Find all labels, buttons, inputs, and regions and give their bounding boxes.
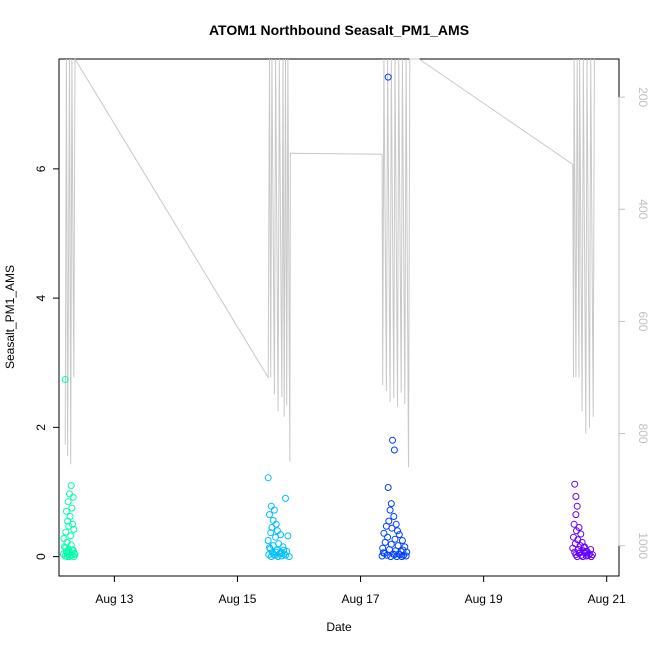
right-tick-label: 800 [636, 424, 650, 444]
data-point-s3-3 [572, 511, 580, 519]
data-point-s2-15 [391, 535, 399, 543]
data-point-s0-5 [68, 504, 76, 512]
data-point-s2-30 [378, 552, 386, 560]
data-point-s1-0 [264, 474, 272, 482]
data-point-s0-11 [70, 526, 78, 533]
right-axis-line [64, 57, 595, 468]
data-point-s3-1 [572, 493, 580, 500]
data-point-s1-13 [264, 537, 272, 544]
data-point-s0-1 [67, 482, 75, 489]
data-point-s3-12 [576, 542, 584, 550]
data-point-s1-2 [267, 502, 275, 510]
data-point-s1-32 [272, 548, 280, 556]
plot-frame [58, 58, 620, 577]
data-point-s2-37 [395, 550, 403, 558]
data-point-s2-13 [395, 531, 403, 539]
x-axis: Aug 13 Aug 15 Aug 17 Aug 19 Aug 21 [95, 575, 626, 606]
data-point-s2-10 [388, 524, 396, 532]
data-point-s0-6 [62, 507, 70, 515]
data-point-s2-16 [398, 537, 406, 544]
data-point-s2-8 [392, 520, 400, 528]
data-point-s0-13 [67, 532, 75, 540]
data-point-s0-2 [66, 490, 73, 498]
data-point-s1-1 [282, 494, 289, 502]
data-point-s2-5 [386, 506, 394, 514]
data-point-s1-11 [272, 533, 280, 541]
data-point-s2-36 [390, 551, 398, 559]
data-point-s2-39 [399, 546, 407, 554]
data-point-s1-9 [267, 529, 275, 537]
data-point-s0-14 [60, 535, 68, 542]
data-point-s0-29 [63, 553, 71, 561]
data-point-s2-12 [380, 529, 388, 537]
x-tick-label: Aug 21 [588, 592, 626, 606]
data-point-s2-2 [390, 446, 398, 454]
data-point-s2-0 [384, 73, 392, 81]
data-point-s1-3 [270, 506, 278, 514]
data-point-s3-33 [580, 544, 588, 552]
y-axis-label: Seasalt_PM1_AMS [3, 265, 17, 369]
y-axis: 0 2 4 6 [34, 165, 60, 560]
data-point-s2-38 [379, 549, 387, 557]
x-tick-label: Aug 13 [95, 592, 133, 606]
data-point-s1-34 [266, 544, 273, 552]
x-tick-label: Aug 15 [218, 592, 256, 606]
data-point-s2-1 [389, 436, 396, 444]
data-point-s0-10 [65, 522, 73, 530]
data-point-s0-9 [69, 520, 76, 528]
right-axis: 200 400 600 800 1000 [618, 87, 650, 559]
data-point-s3-0 [571, 480, 579, 488]
right-tick-label: 1000 [636, 532, 650, 559]
data-point-s0-12 [62, 528, 70, 536]
data-point-s2-17 [381, 538, 389, 546]
y-tick-label: 0 [34, 553, 48, 560]
data-point-s3-7 [577, 530, 585, 538]
data-point-s2-3 [384, 484, 392, 491]
data-point-s2-6 [390, 513, 398, 520]
data-point-s1-12 [284, 532, 292, 540]
data-point-s0-8 [64, 517, 72, 525]
data-point-s0-0 [61, 376, 69, 383]
data-point-s2-34 [402, 552, 410, 560]
data-point-s3-25 [587, 553, 595, 561]
right-tick-label: 600 [636, 311, 650, 331]
data-point-s1-7 [268, 524, 276, 531]
x-tick-label: Aug 19 [465, 592, 503, 606]
chart-title: ATOM1 Northbound Seasalt_PM1_AMS [209, 22, 469, 38]
x-axis-label: Date [326, 620, 352, 634]
data-point-s3-32 [587, 546, 595, 553]
y-tick-label: 2 [34, 424, 48, 431]
data-point-s3-4 [570, 520, 578, 528]
series-line-right-axis [64, 57, 595, 468]
data-point-s0-4 [64, 498, 72, 506]
data-point-s0-3 [69, 493, 77, 501]
y-tick-label: 4 [34, 294, 48, 301]
data-point-s0-34 [62, 544, 70, 552]
data-point-s3-2 [573, 502, 581, 510]
data-point-s2-11 [394, 527, 401, 535]
data-point-s1-26 [285, 553, 293, 561]
data-point-s3-30 [575, 549, 583, 557]
data-point-s1-16 [279, 543, 287, 551]
right-tick-label: 200 [636, 87, 650, 107]
scatter-points [59, 73, 596, 561]
right-tick-label: 400 [636, 199, 650, 219]
data-point-s2-4 [387, 500, 395, 508]
data-point-s1-4 [266, 511, 273, 519]
data-point-s0-28 [70, 553, 78, 561]
data-point-s1-33 [280, 546, 288, 554]
y-tick-label: 6 [34, 165, 48, 172]
x-tick-label: Aug 17 [342, 592, 380, 606]
data-point-s0-33 [69, 546, 76, 554]
